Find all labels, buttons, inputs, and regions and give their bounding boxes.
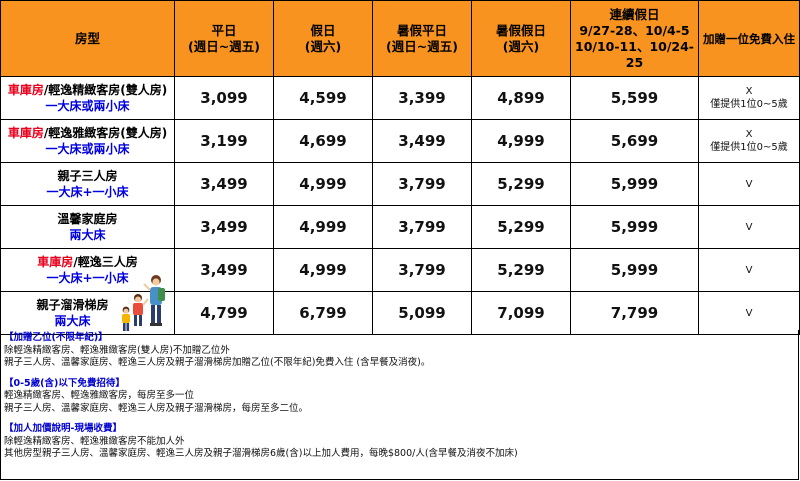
header-long-holiday: 連續假日 9/27-28、10/4-5 10/10-11、10/24-25	[570, 0, 699, 77]
table-row: 車庫房/輕逸三人房 一大床+一小床 3,499 4,999 3,799 5,29…	[0, 248, 800, 292]
header-extra-person: 加贈一位免費入住	[698, 0, 800, 77]
bed-type: 兩大床	[54, 314, 91, 328]
price-summer-holiday: 4,899	[471, 76, 571, 120]
extra-person-cell: V	[698, 291, 800, 335]
extra-person-cell: V	[698, 162, 800, 206]
header-summer-holiday: 暑假假日 (週六)	[471, 0, 571, 77]
room-type-cell: 溫馨家庭房 兩大床	[0, 205, 175, 249]
price-summer-holiday: 7,099	[471, 291, 571, 335]
room-type-cell: 車庫房/輕逸精緻客房(雙人房) 一大床或兩小床	[0, 76, 175, 120]
table-row: 車庫房/輕逸雅緻客房(雙人房) 一大床或兩小床 3,199 4,699 3,49…	[0, 119, 800, 163]
price-summer-weekday: 3,799	[372, 205, 472, 249]
price-summer-holiday: 5,299	[471, 205, 571, 249]
note-line: 其他房型親子三人房、溫馨家庭房、輕逸三人房及親子溜滑梯房6歲(含)以上加人費用，…	[4, 448, 518, 459]
price-holiday: 4,699	[273, 119, 373, 163]
price-holiday: 4,999	[273, 162, 373, 206]
extra-person-cell: V	[698, 205, 800, 249]
price-weekday: 3,199	[174, 119, 274, 163]
header-weekday: 平日 (週日~週五)	[174, 0, 274, 77]
price-long-holiday: 5,999	[570, 248, 699, 292]
note-title-addon: 【加人加價說明-現場收費】	[4, 423, 122, 434]
price-holiday: 4,999	[273, 248, 373, 292]
price-holiday: 6,799	[273, 291, 373, 335]
note-line: 除輕逸精緻客房、輕逸雅緻客房不能加人外	[4, 435, 185, 447]
extra-person-cell: X 僅提供1位0~5歲	[698, 119, 800, 163]
price-summer-weekday: 3,799	[372, 162, 472, 206]
extra-person-cell: V	[698, 248, 800, 292]
table-row: 親子三人房 一大床+一小床 3,499 4,999 3,799 5,299 5,…	[0, 162, 800, 206]
note-title-extra: 【加贈乙位(不限年紀)】	[4, 332, 108, 343]
price-long-holiday: 7,799	[570, 291, 699, 335]
price-long-holiday: 5,599	[570, 76, 699, 120]
price-summer-weekday: 3,399	[372, 76, 472, 120]
price-weekday: 4,799	[174, 291, 274, 335]
price-summer-holiday: 5,299	[471, 248, 571, 292]
table-row: 溫馨家庭房 兩大床 3,499 4,999 3,799 5,299 5,999 …	[0, 205, 800, 249]
bed-type: 兩大床	[69, 228, 106, 242]
price-long-holiday: 5,999	[570, 205, 699, 249]
price-holiday: 4,999	[273, 205, 373, 249]
header-room-type: 房型	[0, 0, 175, 77]
table-row: 親子溜滑梯房 兩大床	[0, 275, 800, 335]
note-line: 除輕逸精緻客房、輕逸雅緻客房(雙人房)不加贈乙位外	[4, 344, 230, 356]
price-weekday: 3,499	[174, 248, 274, 292]
price-long-holiday: 5,699	[570, 119, 699, 163]
price-summer-weekday: 5,099	[372, 291, 472, 335]
price-weekday: 3,099	[174, 76, 274, 120]
bed-type: 一大床+一小床	[46, 185, 129, 199]
table-row: 車庫房/輕逸精緻客房(雙人房) 一大床或兩小床 3,099 4,599 3,39…	[0, 76, 800, 120]
price-summer-holiday: 5,299	[471, 162, 571, 206]
notes-frame	[0, 330, 799, 480]
note-line: 親子三人房、溫馨家庭房、輕逸三人房及親子溜滑梯房加贈乙位(不限年紀)免費入住 (…	[4, 357, 431, 368]
room-type-cell: 車庫房/輕逸雅緻客房(雙人房) 一大床或兩小床	[0, 119, 175, 163]
extra-person-cell: X 僅提供1位0~5歲	[698, 76, 800, 120]
header-summer-weekday: 暑假平日 (週日~週五)	[372, 0, 472, 77]
family-illustration	[122, 275, 165, 331]
price-long-holiday: 5,999	[570, 162, 699, 206]
price-summer-holiday: 4,999	[471, 119, 571, 163]
note-line: 輕逸精緻客房、輕逸雅緻客房，每房至多一位	[4, 390, 195, 401]
price-weekday: 3,499	[174, 162, 274, 206]
price-holiday: 4,599	[273, 76, 373, 120]
table-header-row: 房型 平日 (週日~週五) 假日 (週六) 暑假平日 (週日~週五) 暑假假日 (週六)…	[0, 0, 800, 77]
price-summer-weekday: 3,799	[372, 248, 472, 292]
bed-type: 一大床或兩小床	[45, 142, 130, 156]
note-line: 親子三人房、溫馨家庭房、輕逸三人房及親子溜滑梯房，每房至多二位。	[4, 402, 309, 414]
room-type-cell: 親子三人房 一大床+一小床	[0, 162, 175, 206]
header-holiday: 假日 (週六)	[273, 0, 373, 77]
price-summer-weekday: 3,499	[372, 119, 472, 163]
room-type-cell: 親子溜滑梯房 兩大床	[0, 275, 175, 335]
price-weekday: 3,499	[174, 205, 274, 249]
note-title-free: 【0-5歲(含)以下免費招待】	[4, 377, 125, 389]
notes-section: 【加贈乙位(不限年紀)】 除輕逸精緻客房、輕逸雅緻客房(雙人房)不加贈乙位外 親…	[4, 332, 794, 461]
bed-type: 一大床+一小床	[46, 271, 129, 285]
room-rate-table: 房型 平日 (週日~週五) 假日 (週六) 暑假平日 (週日~週五) 暑假假日 (週六)…	[0, 0, 800, 335]
bed-type: 一大床或兩小床	[45, 99, 130, 113]
